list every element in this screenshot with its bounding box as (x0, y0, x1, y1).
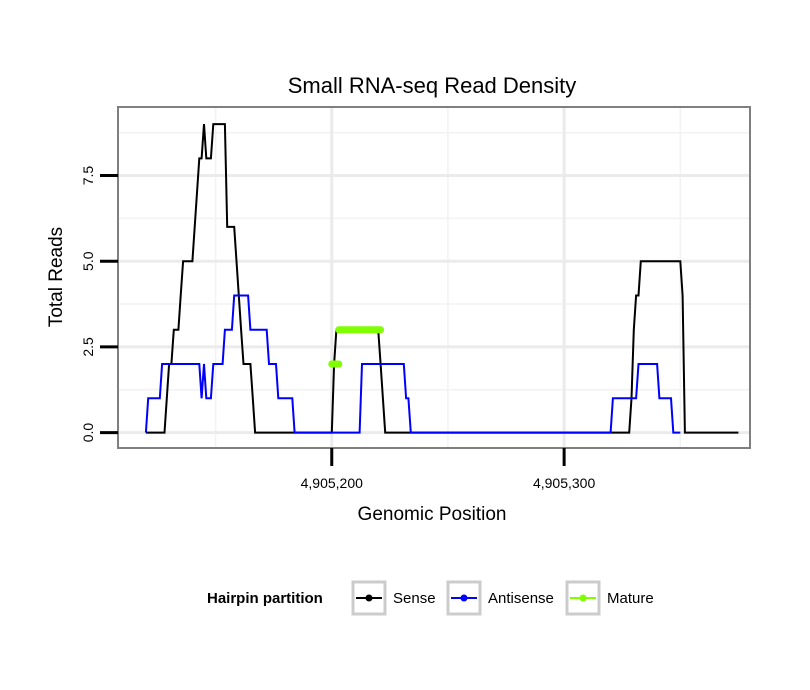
legend-entry-antisense: Antisense (446, 580, 554, 616)
series-layer (144, 123, 739, 434)
legend-title: Hairpin partition (207, 590, 323, 607)
legend-label-sense: Sense (393, 590, 436, 607)
legend-dot-antisense (460, 594, 468, 602)
y-axis: 0.0 2.5 5.0 7.5 (80, 166, 118, 443)
legend-entry-sense: Sense (351, 580, 436, 616)
legend-label-mature: Mature (607, 590, 654, 607)
y-tick-label-3: 7.5 (80, 166, 96, 186)
legend: Hairpin partition Sense Antisense Mature (207, 580, 654, 616)
y-tick-label-1: 2.5 (80, 337, 96, 357)
y-tick-label-2: 5.0 (80, 251, 96, 271)
legend-dot-mature (579, 594, 587, 602)
chart-title: Small RNA-seq Read Density (288, 73, 577, 98)
legend-dot-sense (365, 594, 373, 602)
plot-area (117, 106, 751, 449)
x-axis-title: Genomic Position (358, 504, 507, 525)
x-tick-label-0: 4,905,200 (301, 475, 363, 491)
y-tick-label-0: 0.0 (80, 423, 96, 443)
legend-entry-mature: Mature (565, 580, 654, 616)
legend-label-antisense: Antisense (488, 590, 554, 607)
x-axis: 4,905,200 4,905,300 (301, 448, 595, 491)
plot-background (118, 107, 750, 448)
plot-border (117, 106, 751, 449)
y-axis-title: Total Reads (46, 227, 67, 327)
series-line-antisense (144, 294, 681, 434)
x-tick-label-1: 4,905,300 (533, 475, 595, 491)
